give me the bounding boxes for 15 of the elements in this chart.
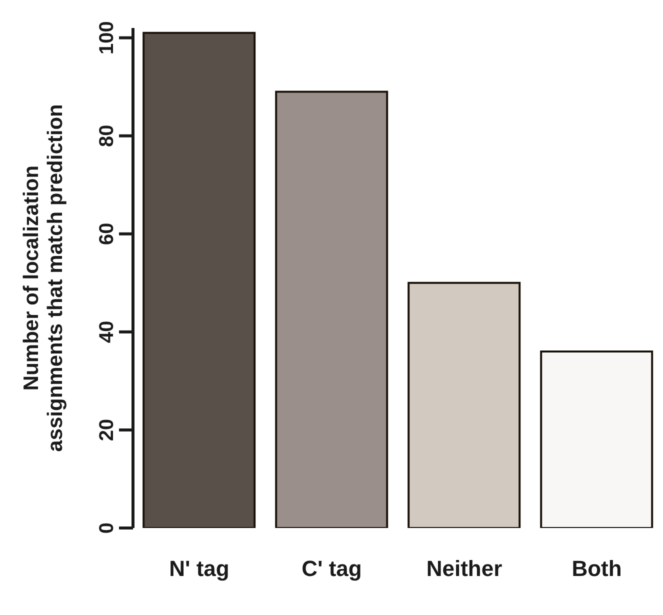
bar bbox=[408, 282, 521, 528]
y-tick-label: 0 bbox=[96, 522, 118, 534]
x-tick-label: C' tag bbox=[302, 556, 362, 581]
y-axis-title: Number of localization assignments that match prediction bbox=[20, 104, 67, 452]
y-tick-label: 60 bbox=[96, 222, 118, 246]
x-tick-label: N' tag bbox=[169, 556, 230, 581]
y-tick-label: 20 bbox=[96, 418, 118, 442]
x-tick-label: Both bbox=[572, 556, 622, 581]
y-tick-label: 80 bbox=[96, 124, 118, 147]
bar bbox=[540, 350, 654, 528]
x-tick-label: Neither bbox=[426, 556, 503, 581]
y-tick-label: 40 bbox=[96, 320, 118, 344]
bar bbox=[275, 90, 388, 528]
bar bbox=[142, 32, 256, 528]
y-tick-label: 100 bbox=[96, 21, 118, 54]
